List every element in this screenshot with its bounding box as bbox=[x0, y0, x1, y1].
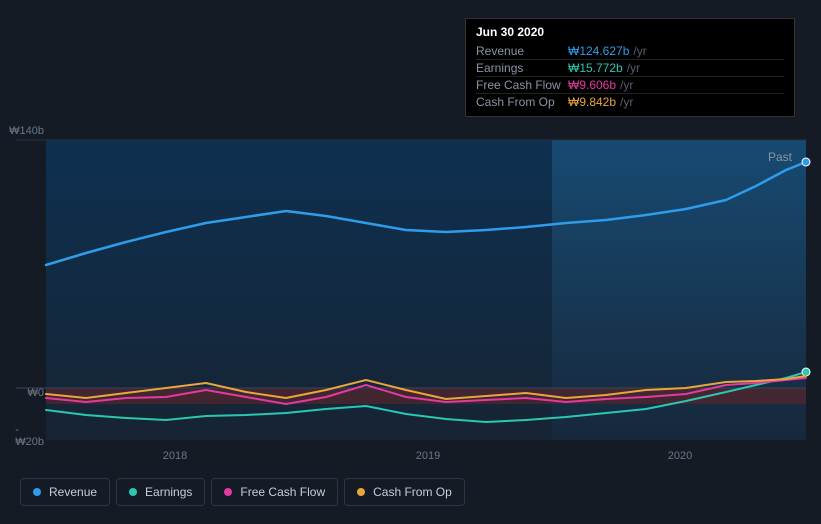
legend-label: Revenue bbox=[49, 485, 97, 499]
tooltip-row: Earnings₩15.772b/yr bbox=[476, 59, 784, 76]
tooltip-row: Revenue₩124.627b/yr bbox=[476, 43, 784, 59]
financials-chart: Past ₩140b₩0-₩20b201820192020 bbox=[16, 120, 806, 440]
tooltip-value: ₩124.627b bbox=[568, 44, 629, 58]
y-axis-label: ₩140b bbox=[9, 125, 44, 137]
tooltip-label: Cash From Op bbox=[476, 95, 568, 109]
x-axis-label: 2020 bbox=[668, 450, 692, 462]
tooltip-value: ₩15.772b bbox=[568, 61, 623, 75]
tooltip-suffix: /yr bbox=[620, 95, 633, 109]
legend-label: Free Cash Flow bbox=[240, 485, 325, 499]
tooltip-row: Cash From Op₩9.842b/yr bbox=[476, 93, 784, 110]
legend-dot-icon bbox=[33, 488, 41, 496]
tooltip-suffix: /yr bbox=[620, 78, 633, 92]
tooltip-value: ₩9.606b bbox=[568, 78, 616, 92]
legend-label: Earnings bbox=[145, 485, 192, 499]
x-axis-label: 2019 bbox=[416, 450, 440, 462]
tooltip-suffix: /yr bbox=[627, 61, 640, 75]
legend-item[interactable]: Revenue bbox=[20, 478, 110, 506]
tooltip-rows: Revenue₩124.627b/yrEarnings₩15.772b/yrFr… bbox=[476, 43, 784, 110]
tooltip-label: Revenue bbox=[476, 44, 568, 58]
past-label: Past bbox=[768, 150, 792, 164]
y-axis-label: -₩20b bbox=[15, 424, 44, 448]
legend-dot-icon bbox=[224, 488, 232, 496]
tooltip-label: Free Cash Flow bbox=[476, 78, 568, 92]
legend-label: Cash From Op bbox=[373, 485, 452, 499]
legend-item[interactable]: Free Cash Flow bbox=[211, 478, 338, 506]
x-axis-label: 2018 bbox=[163, 450, 187, 462]
legend-dot-icon bbox=[357, 488, 365, 496]
legend-item[interactable]: Earnings bbox=[116, 478, 205, 506]
tooltip-suffix: /yr bbox=[633, 44, 646, 58]
legend-item[interactable]: Cash From Op bbox=[344, 478, 465, 506]
y-axis-label: ₩0 bbox=[28, 387, 45, 399]
legend-dot-icon bbox=[129, 488, 137, 496]
tooltip-value: ₩9.842b bbox=[568, 95, 616, 109]
tooltip-row: Free Cash Flow₩9.606b/yr bbox=[476, 76, 784, 93]
chart-legend: Revenue Earnings Free Cash Flow Cash From O… bbox=[20, 478, 465, 506]
chart-svg[interactable] bbox=[16, 120, 806, 440]
tooltip-date: Jun 30 2020 bbox=[476, 25, 784, 39]
chart-tooltip: Jun 30 2020 Revenue₩124.627b/yrEarnings₩… bbox=[465, 18, 795, 117]
tooltip-label: Earnings bbox=[476, 61, 568, 75]
